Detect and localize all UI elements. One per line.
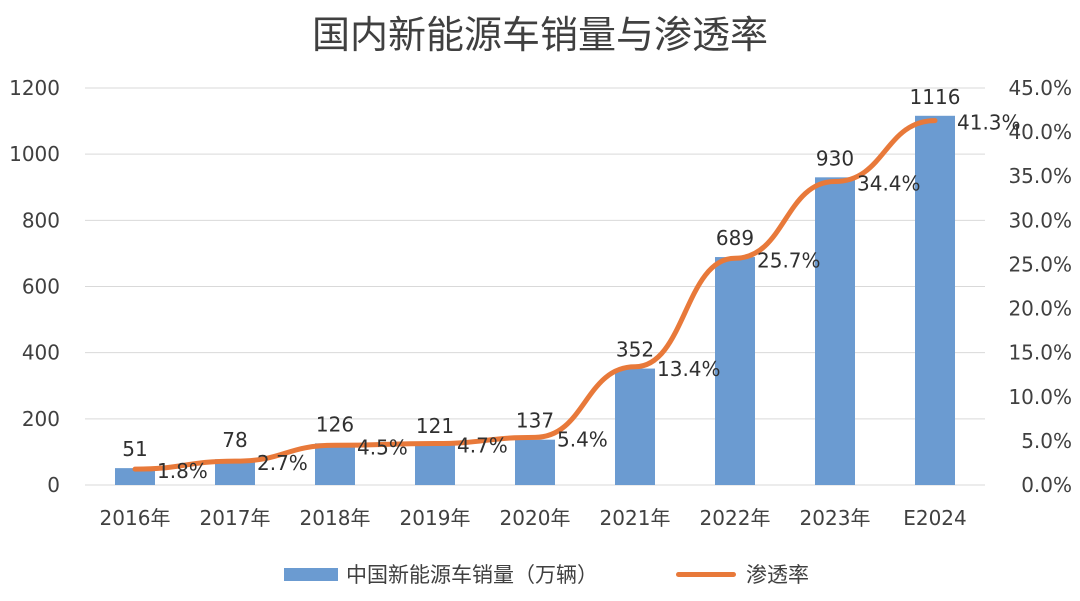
chart-title: 国内新能源车销量与渗透率 [311, 13, 768, 57]
left-tick-label: 200 [22, 407, 60, 431]
bar [415, 444, 455, 485]
bar [715, 257, 755, 485]
right-tick-label: 35.0% [1008, 164, 1072, 188]
right-tick-label: 0.0% [1021, 473, 1072, 497]
bar-data-label: 51 [122, 437, 147, 461]
line-data-label: 5.4% [557, 427, 608, 451]
bar [815, 177, 855, 485]
line-data-label: 41.3% [957, 111, 1021, 135]
x-tick-label: 2019年 [400, 506, 471, 530]
x-tick-label: 2016年 [100, 506, 171, 530]
bar-data-label: 1116 [910, 85, 961, 109]
line-data-label: 2.7% [257, 451, 308, 475]
line-data-label: 13.4% [657, 357, 721, 381]
bar [515, 439, 555, 485]
penetration-line [132, 118, 938, 472]
legend-swatch-line [676, 571, 736, 577]
left-axis-ticks: 0 200 400 600 800 1000 1200 [9, 76, 60, 497]
bar-series [115, 115, 955, 485]
line-data-labels: 1.8% 2.7% 4.5% 4.7% 5.4% 13.4% 25.7% 34.4% 41.3% [157, 111, 1021, 483]
left-tick-label: 1000 [9, 142, 60, 166]
bar-data-labels: 51 78 126 121 137 352 689 930 1116 [122, 85, 960, 461]
left-tick-label: 0 [47, 473, 60, 497]
legend-item-penetration: 渗透率 [676, 559, 809, 589]
bar-data-label: 930 [816, 146, 854, 170]
x-tick-label: 2023年 [800, 506, 871, 530]
right-tick-label: 5.0% [1021, 429, 1072, 453]
right-tick-label: 15.0% [1008, 341, 1072, 365]
bar-data-label: 121 [416, 414, 454, 438]
bar [615, 368, 655, 485]
x-tick-label: 2021年 [600, 506, 671, 530]
right-tick-label: 40.0% [1008, 120, 1072, 144]
line-series [132, 118, 938, 472]
right-tick-label: 30.0% [1008, 208, 1072, 232]
right-tick-label: 20.0% [1008, 297, 1072, 321]
line-data-label: 1.8% [157, 459, 208, 483]
bar-data-label: 689 [716, 226, 754, 250]
left-tick-label: 600 [22, 275, 60, 299]
legend-label-penetration: 渗透率 [746, 563, 809, 587]
line-data-label: 4.5% [357, 435, 408, 459]
bar-data-label: 352 [616, 338, 654, 362]
x-tick-label: E2024 [903, 506, 967, 530]
left-tick-label: 1200 [9, 76, 60, 100]
x-tick-label: 2017年 [200, 506, 271, 530]
legend-label-sales: 中国新能源车销量（万辆） [346, 563, 598, 587]
left-tick-label: 400 [22, 341, 60, 365]
bar-data-label: 137 [516, 409, 554, 433]
x-axis-ticks: 2016年 2017年 2018年 2019年 2020年 2021年 2022年 2023年… [100, 506, 967, 530]
bar [915, 115, 955, 485]
bar [315, 443, 355, 485]
bar [115, 468, 155, 485]
right-tick-label: 10.0% [1008, 385, 1072, 409]
bar-data-label: 78 [222, 428, 247, 452]
legend-item-sales: 中国新能源车销量（万辆） [284, 559, 598, 589]
line-data-label: 25.7% [757, 248, 821, 272]
line-data-label: 34.4% [857, 172, 921, 196]
legend-swatch-bar [284, 567, 338, 581]
bar-data-label: 126 [316, 412, 354, 436]
legend: 中国新能源车销量（万辆） 渗透率 [0, 559, 1080, 589]
x-tick-label: 2018年 [300, 506, 371, 530]
left-tick-label: 800 [22, 208, 60, 232]
x-tick-label: 2022年 [700, 506, 771, 530]
right-tick-label: 25.0% [1008, 252, 1072, 276]
right-tick-label: 45.0% [1008, 76, 1072, 100]
line-data-label: 4.7% [457, 434, 508, 458]
right-axis-ticks: 0.0% 5.0% 10.0% 15.0% 20.0% 25.0% 30.0% 35.0% 40… [1008, 76, 1072, 497]
x-tick-label: 2020年 [500, 506, 571, 530]
